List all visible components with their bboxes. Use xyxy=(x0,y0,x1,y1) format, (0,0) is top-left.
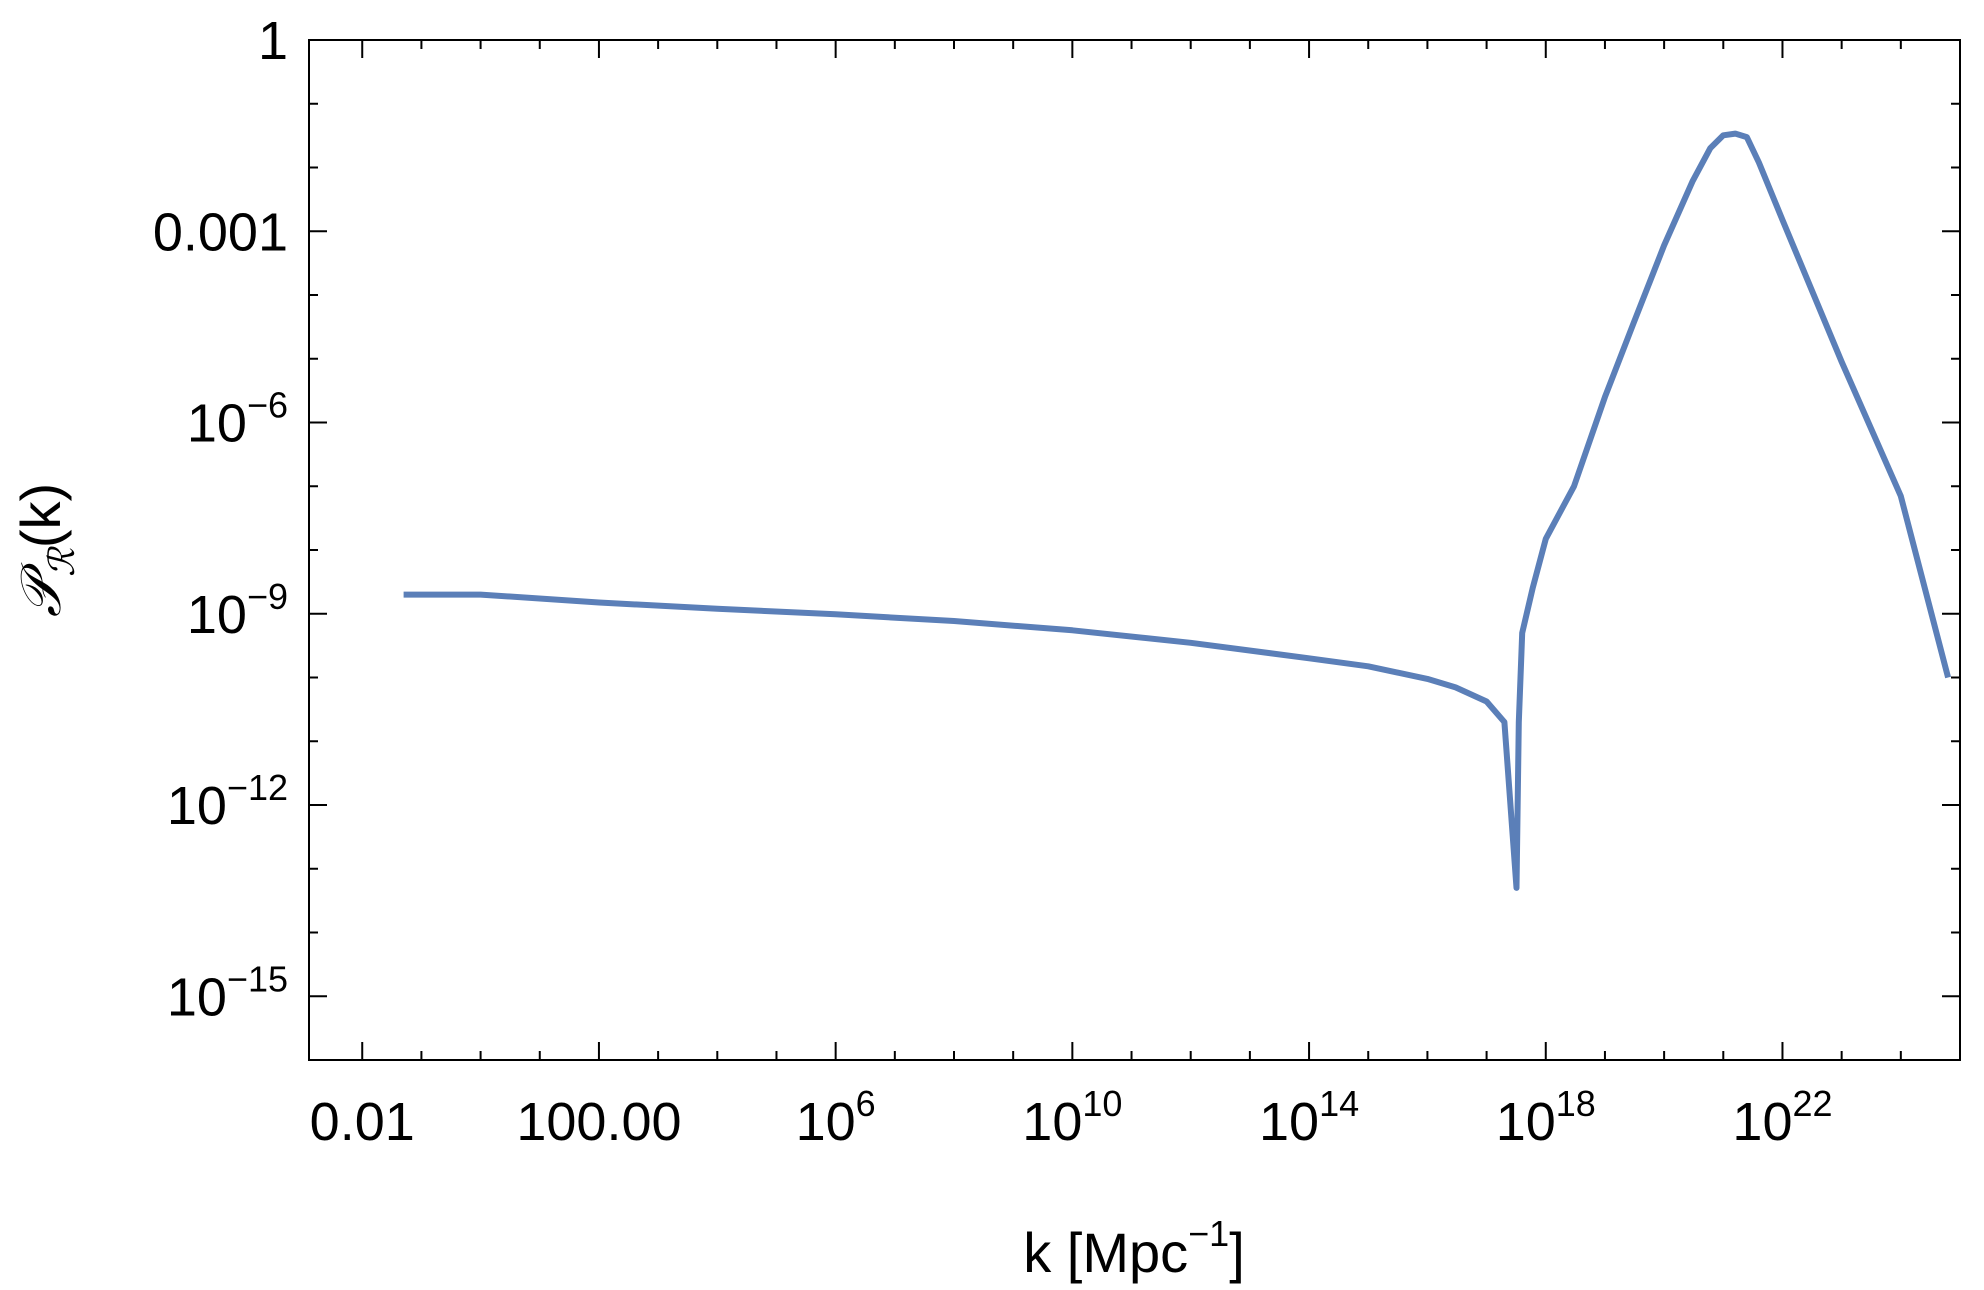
y-tick-label: 10−15 xyxy=(167,958,288,1027)
x-tick-label: 1010 xyxy=(1022,1083,1122,1152)
x-tick-label: 1018 xyxy=(1496,1083,1596,1152)
y-tick-label: 10−12 xyxy=(167,767,288,836)
y-tick-label: 1 xyxy=(258,11,288,71)
y-tick-label: 10−6 xyxy=(187,385,288,454)
series-layer xyxy=(403,130,1952,891)
y-tick-label: 10−9 xyxy=(187,576,288,645)
x-tick-label: 100.00 xyxy=(516,1092,681,1152)
x-tick-label: 1014 xyxy=(1259,1083,1359,1152)
x-axis: 0.01 100.00 106 1010 1014 1018 1022 xyxy=(310,40,1961,1152)
x-tick-label: 106 xyxy=(796,1083,876,1152)
y-tick-label: 0.001 xyxy=(153,202,288,262)
plot-frame xyxy=(308,39,1961,1061)
y-axis-label: 𝒫ℛ(k) xyxy=(9,483,82,617)
y-axis: 1 0.001 10−6 10−9 10−12 10−15 xyxy=(153,11,1960,1061)
series-line-0 xyxy=(403,130,1952,891)
x-axis-label: k [Mpc−1] xyxy=(1023,1213,1245,1284)
x-tick-label: 1022 xyxy=(1732,1083,1832,1152)
x-tick-label: 0.01 xyxy=(310,1092,415,1152)
